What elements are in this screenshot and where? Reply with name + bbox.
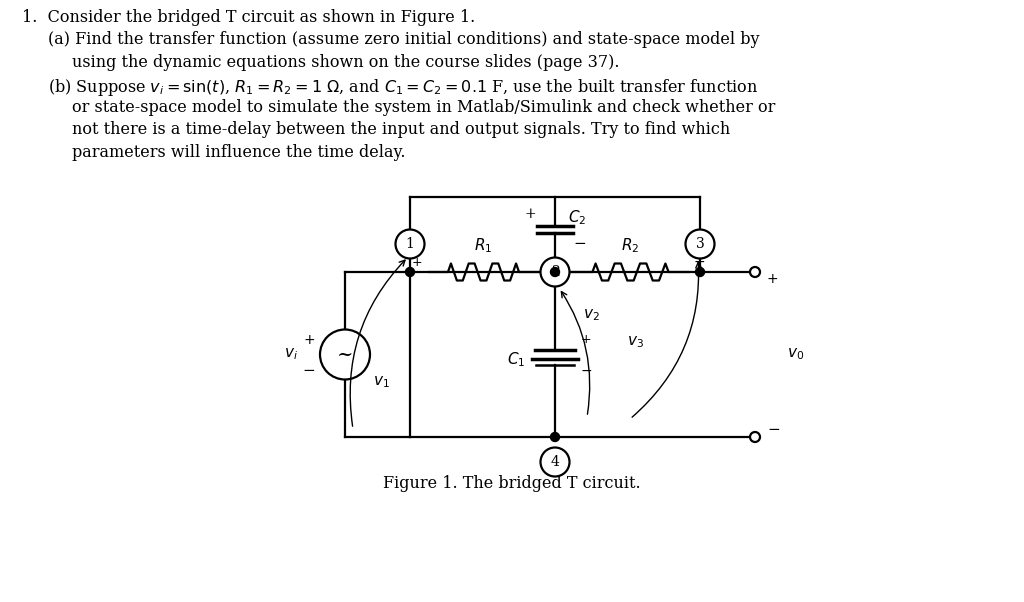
Text: +: + xyxy=(412,255,422,268)
Text: parameters will influence the time delay.: parameters will influence the time delay… xyxy=(72,144,406,161)
Circle shape xyxy=(395,229,425,258)
Text: +: + xyxy=(767,272,778,286)
Text: using the dynamic equations shown on the course slides (page 37).: using the dynamic equations shown on the… xyxy=(72,54,620,71)
Text: 2: 2 xyxy=(551,265,559,279)
Text: $R_2$: $R_2$ xyxy=(622,237,640,255)
Text: +: + xyxy=(554,255,565,268)
FancyArrowPatch shape xyxy=(632,262,701,417)
Circle shape xyxy=(695,267,705,276)
Circle shape xyxy=(319,329,370,379)
Text: 1.  Consider the bridged T circuit as shown in Figure 1.: 1. Consider the bridged T circuit as sho… xyxy=(22,9,475,26)
Text: $C_1$: $C_1$ xyxy=(507,350,525,369)
FancyArrowPatch shape xyxy=(350,260,406,426)
Circle shape xyxy=(551,267,559,276)
Circle shape xyxy=(541,447,569,477)
Text: ~: ~ xyxy=(337,346,353,364)
Text: 1: 1 xyxy=(406,237,415,251)
Text: (b) Suppose $v_i = \sin(t)$, $R_1 = R_2 = 1\ \Omega$, and $C_1 = C_2 = 0.1$ F, u: (b) Suppose $v_i = \sin(t)$, $R_1 = R_2 … xyxy=(48,76,758,98)
Text: 4: 4 xyxy=(551,455,559,469)
Text: +: + xyxy=(303,334,315,347)
Text: or state-space model to simulate the system in Matlab/Simulink and check whether: or state-space model to simulate the sys… xyxy=(72,99,775,116)
FancyArrowPatch shape xyxy=(561,291,590,414)
Text: 3: 3 xyxy=(695,237,705,251)
Text: Figure 1. The bridged T circuit.: Figure 1. The bridged T circuit. xyxy=(383,476,641,492)
Text: $v_1$: $v_1$ xyxy=(373,374,390,390)
Text: −: − xyxy=(543,255,555,269)
Circle shape xyxy=(551,432,559,441)
Circle shape xyxy=(406,267,415,276)
Circle shape xyxy=(750,267,760,277)
Text: −: − xyxy=(302,363,315,378)
Text: +: + xyxy=(524,207,536,221)
Text: −: − xyxy=(694,255,706,269)
Text: −: − xyxy=(573,237,587,251)
Text: −: − xyxy=(767,423,779,438)
Text: $v_2$: $v_2$ xyxy=(583,307,600,323)
Text: not there is a time-delay between the input and output signals. Try to find whic: not there is a time-delay between the in… xyxy=(72,122,730,138)
Text: +: + xyxy=(581,333,592,346)
Text: −: − xyxy=(581,364,593,378)
Text: (a) Find the transfer function (assume zero initial conditions) and state-space : (a) Find the transfer function (assume z… xyxy=(48,31,760,49)
Circle shape xyxy=(685,229,715,258)
Circle shape xyxy=(541,258,569,287)
Text: $C_2$: $C_2$ xyxy=(568,208,587,227)
Text: $v_0$: $v_0$ xyxy=(787,347,804,362)
Text: $v_i$: $v_i$ xyxy=(284,347,298,362)
Text: $v_3$: $v_3$ xyxy=(627,334,644,350)
Text: $R_1$: $R_1$ xyxy=(474,237,493,255)
Circle shape xyxy=(750,432,760,442)
